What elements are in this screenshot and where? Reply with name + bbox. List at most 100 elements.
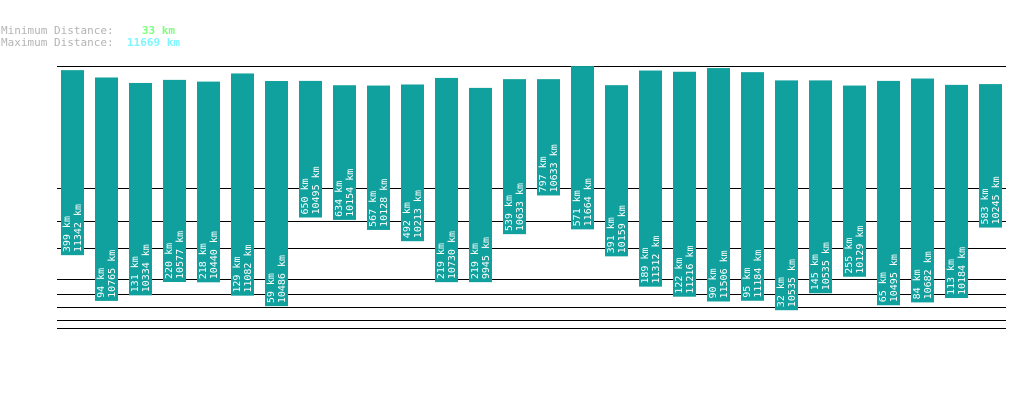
bar-max-label: 10154 km <box>345 169 356 217</box>
bar-rect <box>877 80 900 306</box>
bar-min-label: 32 km <box>776 277 787 307</box>
bar-min-label: 59 km <box>266 273 277 303</box>
distance-bar: 59 km 10486 km <box>265 81 288 307</box>
bar-min-label: 571 km <box>572 190 583 226</box>
bar-max-label: 10128 km <box>379 179 390 227</box>
bar-min-label: 189 km <box>640 248 651 284</box>
bar-max-label: 11506 km <box>719 250 730 298</box>
min-distance-value: 33 km <box>141 24 175 37</box>
bar-min-label: 797 km <box>538 156 549 192</box>
bar-rect <box>95 77 118 301</box>
bar-max-label: 11664 km <box>583 178 594 226</box>
bar-min-label: 492 km <box>402 202 413 238</box>
bar-min-label: 220 km <box>164 243 175 279</box>
distance-bar: 122 km 11216 km <box>673 71 696 297</box>
distance-bar: 145 km 10535 km <box>809 80 832 294</box>
bar-min-label: 131 km <box>130 256 141 292</box>
bar-rect <box>333 85 356 220</box>
bar-min-label: 145 km <box>810 254 821 290</box>
bar-rect <box>197 81 220 283</box>
bar-min-label: 399 km <box>62 216 73 252</box>
bar-min-label: 95 km <box>742 268 753 298</box>
bar-max-label: 11312 km <box>651 235 662 283</box>
bar-rect <box>843 85 866 277</box>
distance-bar: 94 km 10765 km <box>95 77 118 301</box>
distance-bar: 65 km 10495 km <box>877 80 900 306</box>
bar-rect <box>673 71 696 297</box>
bar-rect <box>503 79 526 235</box>
bar-min-label: 650 km <box>300 178 311 214</box>
bar-rect <box>163 79 186 282</box>
distance-bar: 32 km 10535 km <box>775 80 798 311</box>
max-distance-label: Maximum Distance: <box>1 36 114 49</box>
min-distance-label: Minimum Distance: <box>1 24 114 37</box>
distance-bar: 797 km 10633 km <box>537 79 560 196</box>
bar-max-label: 10486 km <box>277 255 288 303</box>
bar-max-label: 10682 km <box>923 251 934 299</box>
bar-max-label: 9945 km <box>481 237 492 279</box>
bar-rect <box>401 84 424 242</box>
bar-rect <box>741 72 764 301</box>
bar-max-label: 10765 km <box>107 250 118 298</box>
bar-rect <box>639 70 662 287</box>
distance-bar: 567 km 10128 km <box>367 85 390 230</box>
bar-max-label: 11216 km <box>685 246 696 294</box>
bar-max-label: 10213 km <box>413 190 424 238</box>
bar-rect <box>61 70 84 256</box>
bar-min-label: 122 km <box>674 258 685 294</box>
bar-min-label: 90 km <box>708 268 719 298</box>
distance-bar: 571 km 11664 km <box>571 66 594 230</box>
bar-max-label: 10535 km <box>821 242 832 290</box>
bar-min-label: 219 km <box>470 243 481 279</box>
distance-bar: 219 km 9945 km <box>469 87 492 283</box>
distance-bar: 583 km 10245 km <box>979 84 1002 228</box>
distance-bar: 90 km 11506 km <box>707 68 730 302</box>
distance-bar: 650 km 10495 km <box>299 80 322 218</box>
distance-bar: 189 km 11312 km <box>639 70 662 287</box>
bar-rect <box>231 73 254 296</box>
bar-min-label: 539 km <box>504 195 515 231</box>
distance-bar: 539 km 10633 km <box>503 79 526 235</box>
min-distance-row: Minimum Distance: 33 km <box>1 25 175 37</box>
distance-bar: 634 km 10154 km <box>333 85 356 220</box>
distance-bar: 391 km 10159 km <box>605 85 628 257</box>
bar-min-label: 94 km <box>96 268 107 298</box>
distance-bar: 255 km 10129 km <box>843 85 866 277</box>
distance-bar: 492 km 10213 km <box>401 84 424 242</box>
bar-rect <box>911 78 934 303</box>
bar-max-label: 10535 km <box>787 259 798 307</box>
bar-max-label: 11082 km <box>243 244 254 292</box>
bar-max-label: 10184 km <box>957 247 968 295</box>
bar-min-label: 84 km <box>912 269 923 299</box>
bar-rect <box>435 77 458 283</box>
bar-max-label: 10730 km <box>447 231 458 279</box>
bar-min-label: 634 km <box>334 181 345 217</box>
distance-bar: 219 km 10730 km <box>435 77 458 283</box>
distance-bar: 218 km 10440 km <box>197 81 220 283</box>
bar-rect <box>537 79 560 196</box>
bar-rect <box>299 80 322 218</box>
distance-bar: 131 km 10334 km <box>129 82 152 296</box>
bar-max-label: 10633 km <box>515 183 526 231</box>
bar-max-label: 11342 km <box>73 204 84 252</box>
bar-min-label: 255 km <box>844 238 855 274</box>
bar-min-label: 65 km <box>878 272 889 302</box>
bar-max-label: 10440 km <box>209 231 220 279</box>
bar-min-label: 113 km <box>946 259 957 295</box>
bar-max-label: 10495 km <box>311 166 322 214</box>
bar-min-label: 583 km <box>980 188 991 224</box>
bar-rect <box>775 80 798 311</box>
distance-bar: 129 km 11082 km <box>231 73 254 296</box>
bar-rect <box>571 66 594 230</box>
bar-rect <box>945 84 968 299</box>
bar-max-label: 10577 km <box>175 231 186 279</box>
bar-rect <box>469 87 492 283</box>
distance-bar: 399 km 11342 km <box>61 70 84 256</box>
bar-max-label: 10159 km <box>617 205 628 253</box>
bar-min-label: 567 km <box>368 191 379 227</box>
bar-rect <box>979 84 1002 228</box>
distance-bar: 95 km 11184 km <box>741 72 764 301</box>
distance-bar: 220 km 10577 km <box>163 79 186 282</box>
bar-min-label: 391 km <box>606 217 617 253</box>
